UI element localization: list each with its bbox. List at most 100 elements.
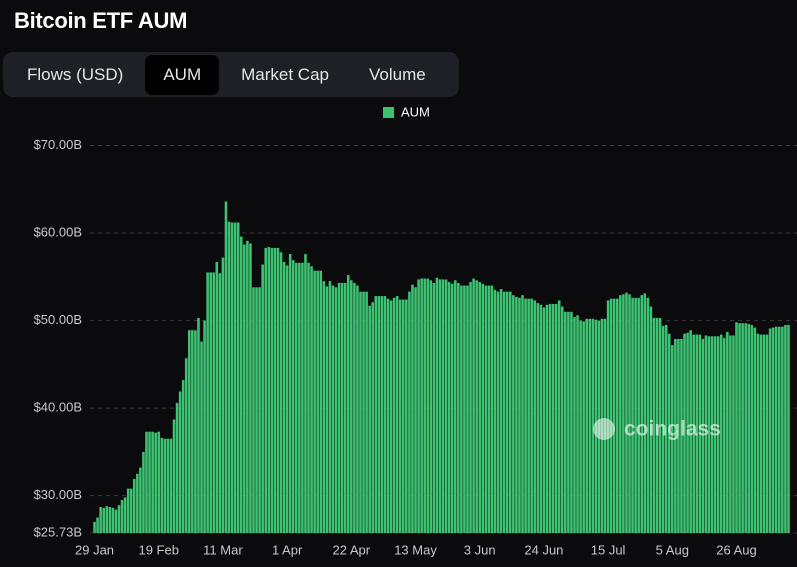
bar [640,295,644,533]
bar [515,296,518,533]
y-tick-label: $25.73B [34,524,82,539]
bar [564,311,567,533]
bar [729,335,732,533]
bar [184,358,188,533]
bar [732,335,735,533]
bar [145,431,148,533]
bar [585,318,588,533]
bar [258,287,261,533]
bar [438,279,442,533]
bar [493,289,497,533]
tab[interactable]: Volume [369,64,426,84]
bar [689,330,692,533]
bar [726,331,729,533]
bar [545,304,549,533]
bar [197,317,200,533]
bar [423,278,426,533]
bar [420,278,423,533]
bar [582,321,585,533]
tab[interactable]: Flows (USD) [27,64,124,84]
bar [536,303,540,533]
bar [398,299,402,533]
bar [753,327,757,533]
bar [716,336,720,533]
bar [301,262,304,533]
bar [230,222,234,533]
bar [444,279,448,533]
bar [310,266,313,533]
x-tick-label: 22 Apr [333,542,371,557]
bar [359,291,362,533]
bar [417,279,420,533]
y-tick-label: $50.00B [34,312,82,327]
bar [784,324,787,533]
bar [530,298,533,533]
bar [551,303,555,533]
bar [634,297,637,533]
bar [576,315,579,533]
y-tick-label: $60.00B [34,224,82,239]
bar [695,334,699,533]
bar [560,306,564,533]
bar [774,326,778,533]
bar [447,282,451,533]
bar [750,324,754,533]
bar [325,286,329,533]
legend-swatch [383,107,394,118]
bar [655,317,659,533]
bar [288,254,292,533]
bar [781,326,784,533]
bar [224,201,228,533]
bar [579,320,582,533]
bar [334,287,338,533]
bar [295,262,298,533]
bar [698,334,702,533]
bar [460,285,463,533]
bar [129,488,133,533]
y-tick-label: $30.00B [34,487,82,502]
tab-bar: Flows (USD) AUM Market Cap Volume [3,52,459,97]
bar [719,334,723,533]
bar [365,291,368,533]
bar [518,297,521,533]
bar [270,247,274,533]
bar [203,320,206,533]
bar [765,334,769,533]
bar [487,285,491,533]
bar [395,296,399,533]
bar [533,300,537,533]
bar [353,282,356,533]
bar [319,270,323,533]
bar [637,297,640,533]
bar [340,282,344,533]
x-tick-label: 3 Jun [464,542,496,557]
bar [267,247,271,534]
bar [658,317,662,533]
tab[interactable]: Market Cap [241,64,329,84]
bar [160,437,164,533]
tab[interactable]: AUM [145,54,220,95]
bar [331,285,335,533]
watermark-logo [593,418,615,440]
x-tick-label: 5 Aug [656,542,689,557]
bar [350,280,353,533]
bar [677,338,680,533]
bar [154,432,157,533]
bar [478,282,481,533]
bar [298,262,301,533]
bar [499,289,503,533]
bar [557,300,561,533]
bar [707,336,711,533]
bar [622,294,625,533]
bar [615,298,619,533]
bar [337,282,341,533]
bar [209,272,212,533]
bar [111,507,115,533]
bar [148,431,151,533]
bar [432,282,436,533]
bar [405,299,408,533]
bar [701,338,705,533]
bar [527,298,530,533]
